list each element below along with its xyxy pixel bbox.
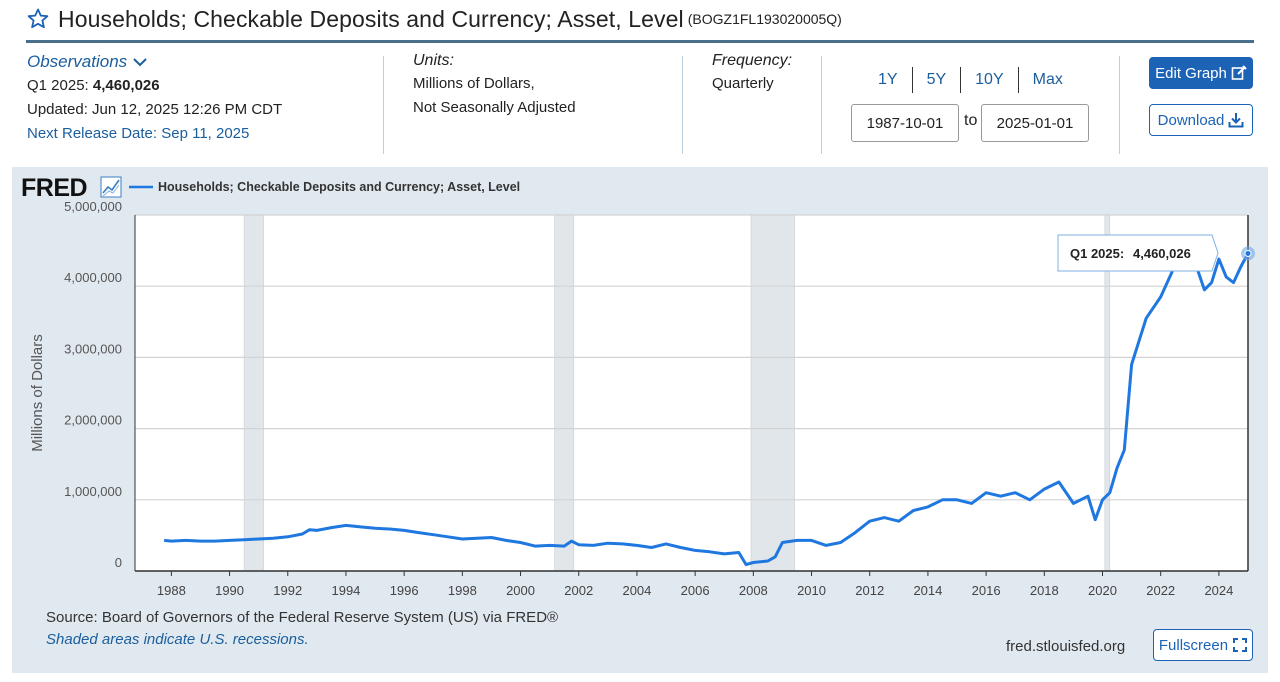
series-line[interactable] xyxy=(163,252,1250,567)
edit-icon xyxy=(1231,65,1247,80)
y-axis-label: Millions of Dollars xyxy=(29,334,46,452)
recession-note: Shaded areas indicate U.S. recessions. xyxy=(46,631,309,648)
hover-point[interactable] xyxy=(1244,249,1252,257)
download-icon xyxy=(1228,113,1244,128)
x-tick-label: 2004 xyxy=(622,583,651,597)
start-date-input[interactable]: 1987-10-01 xyxy=(851,104,959,142)
to-label: to xyxy=(964,112,978,129)
download-label: Download xyxy=(1157,111,1225,129)
frequency-value: Quarterly xyxy=(712,75,774,92)
observations-label: Observations xyxy=(27,52,128,71)
download-button[interactable]: Download xyxy=(1149,104,1253,136)
x-tick-label: 2018 xyxy=(1030,583,1059,597)
x-tick-label: 1996 xyxy=(390,583,419,597)
x-tick-label: 1998 xyxy=(448,583,477,597)
tooltip-period: Q1 2025: xyxy=(1070,246,1124,261)
x-tick-label: 2020 xyxy=(1088,583,1117,597)
site-url[interactable]: fred.stlouisfed.org xyxy=(1006,638,1126,655)
x-tick-label: 2002 xyxy=(564,583,593,597)
fullscreen-icon xyxy=(1233,638,1248,652)
chart-icon xyxy=(102,179,120,194)
title-divider xyxy=(26,40,1254,43)
units-label: Units: xyxy=(413,52,454,69)
x-tick-label: 2022 xyxy=(1146,583,1175,597)
chart-icon-secondary xyxy=(102,184,120,197)
latest-observation: Q1 2025: 4,460,026 xyxy=(27,74,377,98)
fullscreen-label: Fullscreen xyxy=(1158,636,1229,654)
latest-period: Q1 2025: xyxy=(27,77,89,94)
latest-value: 4,460,026 xyxy=(92,77,160,94)
x-tick-label: 2024 xyxy=(1204,583,1233,597)
plot-area xyxy=(135,215,1248,571)
x-tick-label: 2010 xyxy=(797,583,826,597)
y-tick-label: 4,000,000 xyxy=(64,270,122,285)
y-tick-label: 0 xyxy=(115,555,122,570)
range-10y-button[interactable]: 10Y xyxy=(961,67,1019,93)
divider xyxy=(383,56,384,154)
range-1y-button[interactable]: 1Y xyxy=(864,67,913,93)
chart-panel: 0 1,000,000 2,000,000 3,000,000 4,000,000 5,0… xyxy=(12,167,1268,673)
tooltip-box xyxy=(1057,234,1219,272)
chart-icon-frame xyxy=(100,176,122,198)
fred-logo: FRED xyxy=(21,174,87,202)
recession-band xyxy=(554,214,575,572)
source-note: Source: Board of Governors of the Federa… xyxy=(46,609,559,626)
x-tick-label: 1988 xyxy=(157,583,186,597)
frequency-label: Frequency: xyxy=(712,52,793,69)
edit-graph-label: Edit Graph xyxy=(1155,64,1227,82)
observations-block: Observations Q1 2025: 4,460,026 Updated:… xyxy=(27,52,377,154)
y-tick-label: 3,000,000 xyxy=(64,341,122,356)
x-tick-label: 1990 xyxy=(215,583,244,597)
y-tick-label: 5,000,000 xyxy=(64,199,122,214)
divider xyxy=(1119,56,1120,154)
x-tick-label: 2014 xyxy=(913,583,942,597)
y-tick-label: 2,000,000 xyxy=(64,413,122,428)
x-tick-label: 2016 xyxy=(972,583,1001,597)
recession-band xyxy=(750,214,795,572)
observations-dropdown[interactable]: Observations xyxy=(27,52,147,72)
frequency-block: Frequency: Quarterly xyxy=(712,52,817,154)
title-row: Households; Checkable Deposits and Curre… xyxy=(26,4,1256,34)
x-tick-label: 2012 xyxy=(855,583,884,597)
x-tick-label: 1992 xyxy=(273,583,302,597)
y-tick-label: 1,000,000 xyxy=(64,484,122,499)
edit-graph-button[interactable]: Edit Graph xyxy=(1149,57,1253,89)
fullscreen-button[interactable]: Fullscreen xyxy=(1153,629,1253,661)
range-buttons: 1Y 5Y 10Y Max xyxy=(864,66,1077,94)
x-tick-label: 2008 xyxy=(739,583,768,597)
units-line-2: Not Seasonally Adjusted xyxy=(413,99,576,116)
series-id: (BOGZ1FL193020005Q) xyxy=(687,11,842,27)
chevron-down-icon xyxy=(133,58,147,67)
star-icon[interactable] xyxy=(26,7,50,31)
updated-text: Updated: Jun 12, 2025 12:26 PM CDT xyxy=(27,101,283,118)
divider xyxy=(682,56,683,154)
x-tick-label: 1994 xyxy=(331,583,360,597)
units-line-1: Millions of Dollars, xyxy=(413,75,535,92)
end-date-input[interactable]: 2025-01-01 xyxy=(981,104,1089,142)
recession-band xyxy=(243,214,264,572)
line-chart[interactable]: 0 1,000,000 2,000,000 3,000,000 4,000,000 5,0… xyxy=(12,167,1268,597)
range-5y-button[interactable]: 5Y xyxy=(913,67,962,93)
divider xyxy=(821,56,822,154)
x-tick-label: 2006 xyxy=(681,583,710,597)
range-max-button[interactable]: Max xyxy=(1032,71,1063,88)
next-release-link[interactable]: Next Release Date: Sep 11, 2025 xyxy=(27,125,250,142)
tooltip-value: 4,460,026 xyxy=(1133,246,1191,261)
units-block: Units: Millions of Dollars, Not Seasonal… xyxy=(413,52,673,154)
x-tick-label: 2000 xyxy=(506,583,535,597)
legend-label: Households; Checkable Deposits and Curre… xyxy=(158,180,520,194)
page-title: Households; Checkable Deposits and Curre… xyxy=(58,5,684,32)
